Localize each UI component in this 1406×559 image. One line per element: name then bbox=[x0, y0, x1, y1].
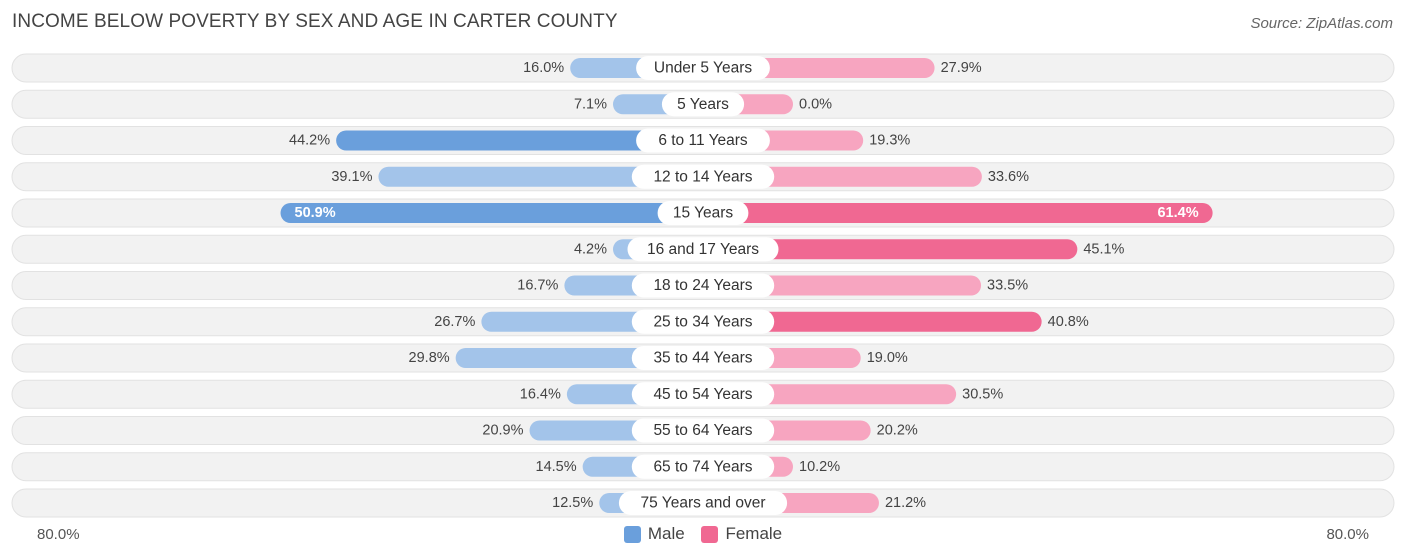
category-pill bbox=[631, 273, 775, 298]
male-value-label: 16.7% bbox=[517, 278, 558, 294]
category-pill bbox=[631, 382, 775, 407]
male-value-label: 16.4% bbox=[520, 386, 561, 402]
category-pill bbox=[631, 418, 775, 443]
female-value-label: 45.1% bbox=[1083, 241, 1124, 257]
category-pill bbox=[631, 309, 775, 334]
category-label: 15 Years bbox=[673, 205, 734, 222]
legend-item-female[interactable]: Female bbox=[701, 524, 782, 544]
source-label: Source: ZipAtlas.com bbox=[1250, 15, 1393, 32]
male-value-label: 4.2% bbox=[574, 241, 607, 257]
female-bar bbox=[703, 203, 1213, 223]
female-value-label: 33.5% bbox=[987, 278, 1028, 294]
female-value-label: 0.0% bbox=[799, 96, 832, 112]
axis-right-label: 80.0% bbox=[1326, 526, 1369, 543]
category-pill bbox=[636, 128, 770, 153]
male-value-label: 12.5% bbox=[552, 495, 593, 511]
legend-label-female: Female bbox=[725, 524, 783, 543]
female-value-label: 33.6% bbox=[988, 169, 1029, 185]
male-value-label: 16.0% bbox=[523, 60, 564, 76]
category-label: 18 to 24 Years bbox=[653, 277, 752, 294]
female-value-label: 19.3% bbox=[869, 133, 910, 149]
male-value-label: 29.8% bbox=[409, 350, 450, 366]
female-value-label: 21.2% bbox=[885, 495, 926, 511]
category-pill bbox=[631, 164, 775, 189]
male-value-label: 7.1% bbox=[574, 96, 607, 112]
category-label: 45 to 54 Years bbox=[653, 386, 752, 403]
category-pill bbox=[631, 454, 775, 479]
category-label: 75 Years and over bbox=[641, 495, 766, 512]
female-value-label: 10.2% bbox=[799, 459, 840, 475]
category-pill bbox=[661, 92, 745, 117]
chart-title: INCOME BELOW POVERTY BY SEX AND AGE IN C… bbox=[12, 11, 618, 32]
legend-swatch-male bbox=[623, 525, 641, 543]
female-value-label: 30.5% bbox=[962, 386, 1003, 402]
category-pill bbox=[618, 491, 788, 515]
chart-area: Under 5 Years 16.0% 27.9% 5 Years 7.1% 0.0% 6 … bbox=[11, 53, 1395, 518]
legend-swatch-female bbox=[701, 525, 719, 543]
category-label: 25 to 34 Years bbox=[653, 313, 752, 330]
female-bar bbox=[703, 311, 1042, 332]
male-value-label: 14.5% bbox=[536, 459, 577, 475]
male-bar bbox=[280, 203, 703, 223]
category-pill bbox=[627, 237, 779, 262]
male-value-label: 26.7% bbox=[434, 314, 475, 330]
male-value-label: 50.9% bbox=[295, 205, 336, 221]
axis-left-label: 80.0% bbox=[37, 526, 80, 543]
male-bar bbox=[336, 130, 703, 151]
male-value-label: 20.9% bbox=[482, 423, 523, 439]
category-label: 35 to 44 Years bbox=[653, 350, 752, 367]
female-value-label: 40.8% bbox=[1048, 314, 1089, 330]
category-pill bbox=[631, 346, 775, 370]
legend: Male Female bbox=[0, 524, 1406, 548]
male-value-label: 44.2% bbox=[289, 133, 330, 149]
female-value-label: 61.4% bbox=[1157, 205, 1198, 221]
legend-item-male[interactable]: Male bbox=[623, 524, 685, 544]
male-bar bbox=[378, 166, 703, 187]
category-label: 6 to 11 Years bbox=[658, 132, 748, 149]
category-label: 55 to 64 Years bbox=[653, 422, 752, 439]
category-label: 5 Years bbox=[677, 96, 729, 113]
category-label: 12 to 14 Years bbox=[653, 168, 752, 185]
female-bar bbox=[703, 239, 1078, 260]
category-pill bbox=[657, 201, 749, 225]
category-pill bbox=[636, 56, 770, 80]
category-label: Under 5 Years bbox=[654, 60, 752, 77]
category-label: 16 and 17 Years bbox=[647, 241, 759, 258]
female-value-label: 19.0% bbox=[867, 350, 908, 366]
category-label: 65 to 74 Years bbox=[653, 458, 752, 475]
female-value-label: 27.9% bbox=[941, 60, 982, 76]
male-value-label: 39.1% bbox=[331, 169, 372, 185]
legend-label-male: Male bbox=[647, 524, 685, 543]
female-value-label: 20.2% bbox=[877, 423, 918, 439]
